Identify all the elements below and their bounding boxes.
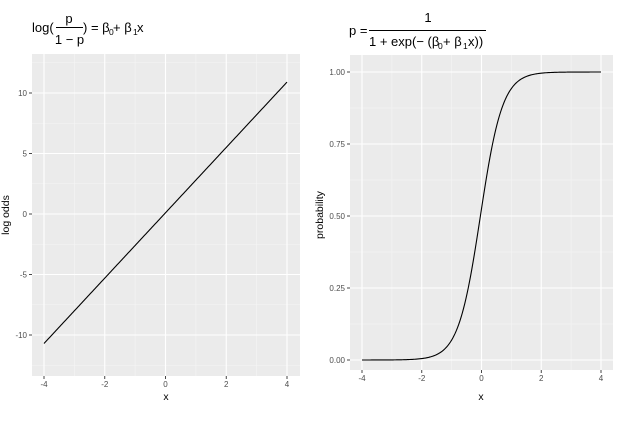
log-odds-line bbox=[43, 81, 288, 344]
x-tick-label: -4 bbox=[40, 380, 48, 389]
svg-text:1 − p: 1 − p bbox=[55, 32, 84, 47]
probability-curve bbox=[362, 71, 601, 361]
svg-text:0: 0 bbox=[438, 41, 443, 51]
y-tick-label: -5 bbox=[20, 271, 28, 280]
svg-text:p =: p = bbox=[349, 23, 367, 38]
x-tick-label: 0 bbox=[163, 380, 168, 389]
y-tick-label: 0.50 bbox=[329, 212, 345, 221]
left-plot-ticks: -4 -2 0 2 4 -10 -5 0 5 10 bbox=[15, 89, 289, 389]
x-tick-label: 2 bbox=[224, 380, 229, 389]
svg-text:+ β: + β bbox=[113, 20, 132, 35]
svg-text:x)): x)) bbox=[468, 34, 483, 49]
svg-text:+ β: + β bbox=[443, 34, 462, 49]
right-plot-ticks: -4 -2 0 2 4 0.00 0.25 0.50 0.75 1.00 bbox=[329, 68, 603, 383]
y-tick-label: 0.25 bbox=[329, 284, 345, 293]
y-tick-label: -10 bbox=[15, 331, 27, 340]
svg-text:1: 1 bbox=[424, 10, 431, 25]
y-tick-label: 0 bbox=[23, 210, 28, 219]
y-tick-label: 1.00 bbox=[329, 68, 345, 77]
y-tick-label: 0.00 bbox=[329, 356, 345, 365]
svg-text:0: 0 bbox=[109, 27, 114, 37]
y-tick-label: 10 bbox=[18, 89, 27, 98]
left-plot-y-label: log odds bbox=[0, 195, 12, 235]
x-tick-label: 0 bbox=[479, 374, 484, 383]
y-tick-label: 5 bbox=[23, 150, 28, 159]
right-plot-x-label: x bbox=[478, 391, 484, 403]
y-tick-label: 0.75 bbox=[329, 140, 345, 149]
x-tick-label: 4 bbox=[599, 374, 604, 383]
left-plot-gridlines bbox=[32, 54, 300, 376]
x-tick-label: -2 bbox=[101, 380, 109, 389]
svg-text:log(: log( bbox=[32, 20, 54, 35]
right-plot: -4 -2 0 2 4 0.00 0.25 0.50 0.75 1.00 x probabilit… bbox=[314, 10, 613, 403]
x-tick-label: -4 bbox=[358, 374, 366, 383]
right-plot-y-label: probability bbox=[314, 190, 326, 239]
svg-text:1 + exp(− (β: 1 + exp(− (β bbox=[369, 34, 439, 49]
right-plot-title-equation: p = 1 1 + exp(− (β 0 + β 1 x)) bbox=[349, 10, 486, 51]
x-tick-label: -2 bbox=[418, 374, 426, 383]
x-tick-label: 2 bbox=[539, 374, 544, 383]
left-plot-title-equation: log( p 1 − p ) = β 0 + β 1 x bbox=[32, 11, 144, 47]
x-tick-label: 4 bbox=[285, 380, 290, 389]
svg-text:) = β: ) = β bbox=[83, 20, 110, 35]
svg-text:x: x bbox=[137, 20, 144, 35]
svg-text:1: 1 bbox=[133, 27, 138, 37]
svg-text:p: p bbox=[65, 11, 72, 26]
left-plot-x-label: x bbox=[163, 391, 169, 403]
svg-text:1: 1 bbox=[463, 41, 468, 51]
